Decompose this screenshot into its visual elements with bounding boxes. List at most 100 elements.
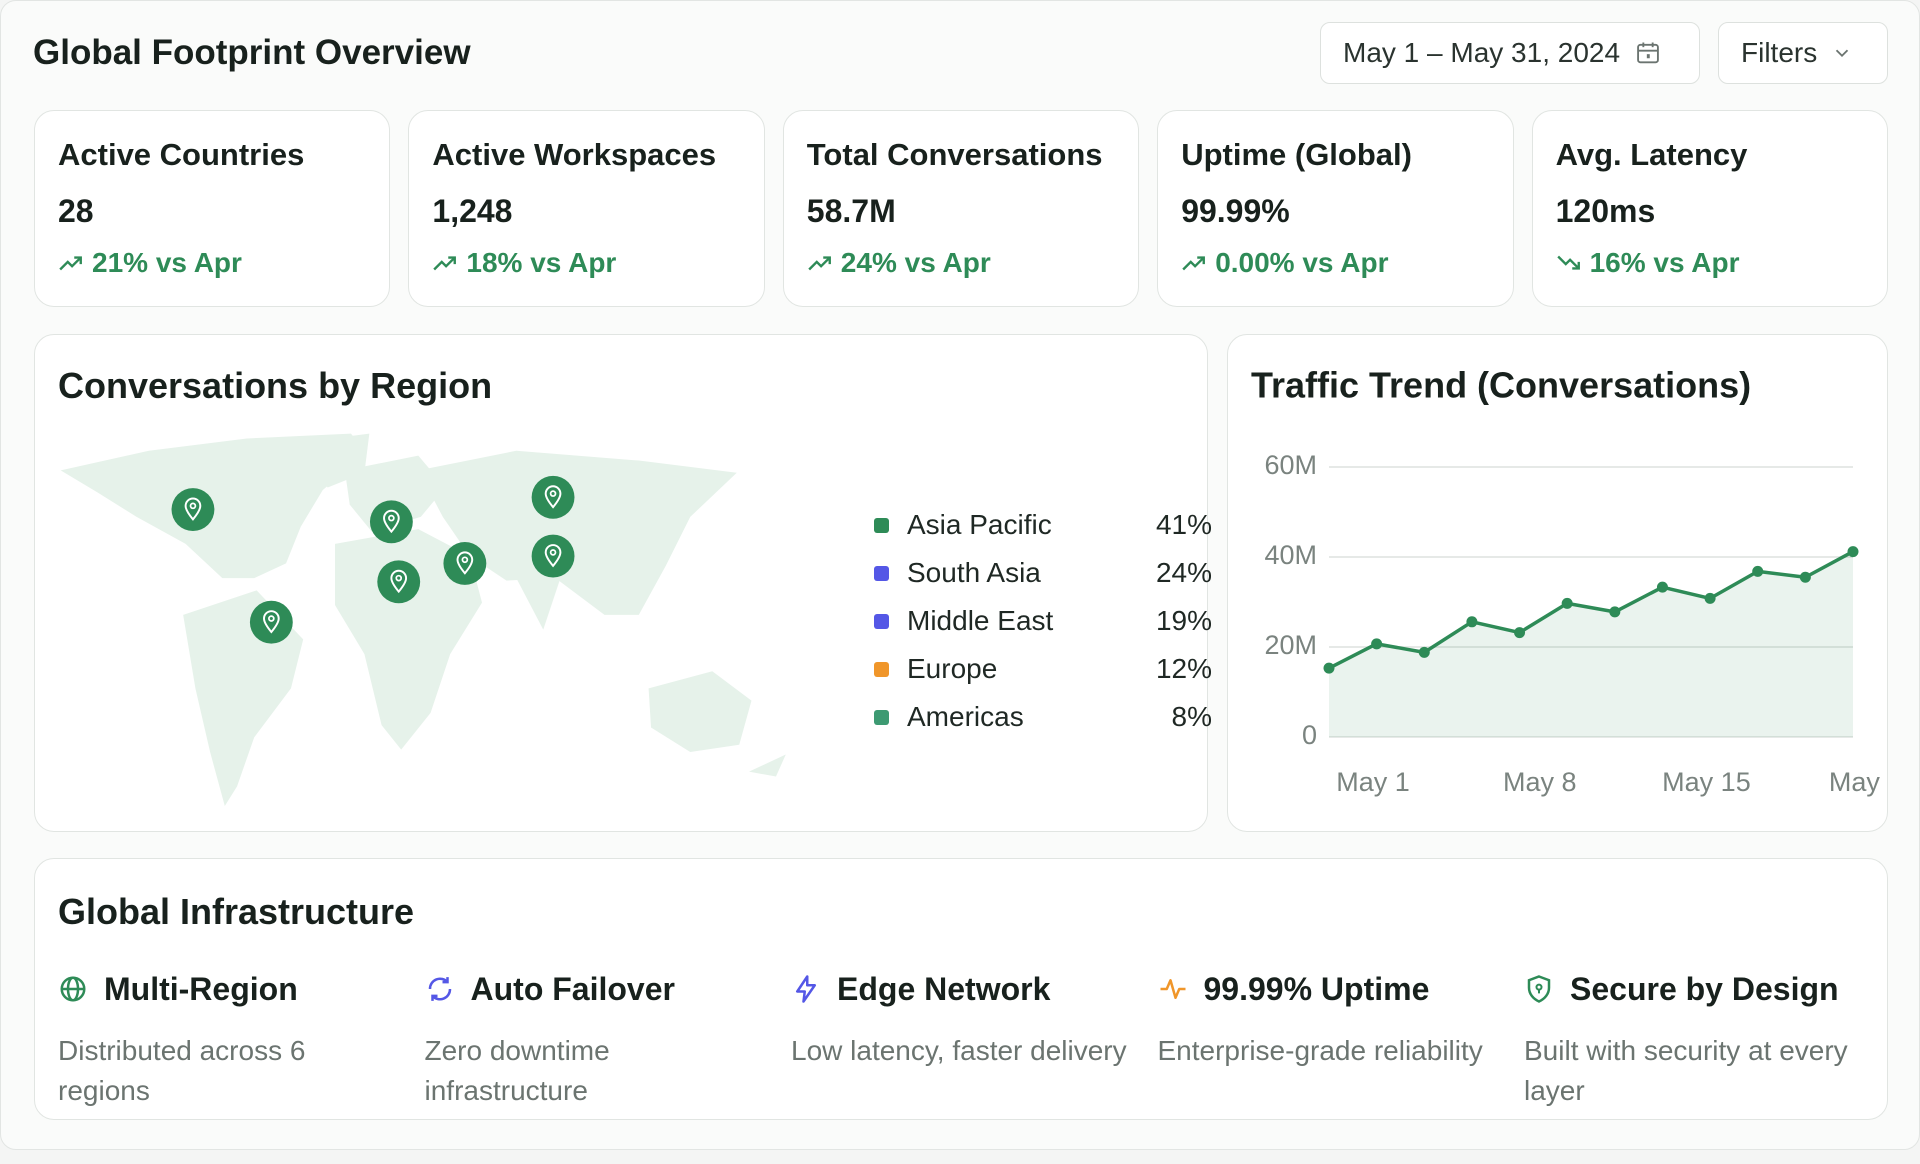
y-tick-label: 40M bbox=[1264, 540, 1317, 570]
legend-swatch bbox=[874, 565, 889, 581]
legend-share: 24% bbox=[1155, 557, 1212, 588]
icon bbox=[1527, 975, 1551, 1003]
kpi-value: 1,248 bbox=[432, 193, 513, 229]
pin-dot bbox=[461, 556, 469, 564]
kpi-card: Uptime (Global) 99.99% 0.00% vs Apr bbox=[1157, 110, 1514, 307]
pin-circle bbox=[171, 488, 215, 531]
point bbox=[1371, 638, 1383, 650]
kpi-label: Uptime (Global) bbox=[1181, 137, 1412, 172]
kpi-card: Total Conversations 58.7M 24% vs Apr bbox=[782, 110, 1140, 307]
filters-label: Filters bbox=[1741, 37, 1818, 68]
kpi-label: Avg. Latency bbox=[1555, 137, 1748, 172]
region-title: Conversations by Region bbox=[58, 365, 493, 406]
chart-title: Traffic Trend (Conversations) bbox=[1251, 365, 1751, 406]
region-legend: Asia Pacific 41% South Asia 24% Middle East 1… bbox=[874, 505, 1212, 745]
legend-item: Asia Pacific 41% bbox=[874, 505, 1212, 545]
map-pin bbox=[377, 560, 421, 604]
trend-chart: Traffic Trend (Conversations) 0 20M 40M 60M… bbox=[1251, 365, 1887, 798]
infra-heading: 99.99% Uptime bbox=[1158, 967, 1498, 1011]
legend-name: Asia Pacific bbox=[907, 509, 1052, 540]
pins bbox=[171, 475, 575, 644]
kpi-value: 120ms bbox=[1555, 193, 1656, 229]
infra-title: 99.99% Uptime bbox=[1203, 970, 1430, 1007]
point bbox=[1323, 662, 1335, 674]
calendar-icon bbox=[1637, 42, 1659, 64]
pin-icon bbox=[544, 544, 562, 568]
infra-heading: Multi-Region bbox=[58, 967, 398, 1011]
point bbox=[1847, 546, 1859, 558]
trend-panel: Traffic Trend (Conversations) 0 20M 40M 60M… bbox=[1227, 334, 1888, 832]
infra-item: 99.99% Uptime Enterprise-grade reliabilit… bbox=[1158, 967, 1498, 1071]
legend-name: Europe bbox=[907, 653, 998, 684]
trend-up-icon bbox=[808, 256, 831, 271]
point bbox=[1704, 592, 1716, 604]
y-tick-label: 0 bbox=[1302, 720, 1317, 750]
map-pin bbox=[369, 500, 413, 544]
point bbox=[1752, 565, 1764, 577]
area bbox=[1329, 551, 1853, 737]
icon bbox=[796, 975, 816, 1003]
icon bbox=[60, 976, 86, 1002]
kpi-delta-text: 18% vs Apr bbox=[466, 247, 617, 278]
pin-circle bbox=[369, 500, 413, 544]
date-range: May 1 – May 31, 2024 bbox=[1343, 37, 1621, 68]
x-tick-label: May 15 bbox=[1662, 767, 1751, 797]
y-tick-label: 60M bbox=[1264, 450, 1317, 480]
map-pin bbox=[443, 541, 487, 585]
point bbox=[1466, 616, 1478, 628]
legend-name: South Asia bbox=[907, 557, 1041, 588]
kpi-delta-text: 21% vs Apr bbox=[92, 247, 242, 278]
pin-icon bbox=[184, 497, 202, 521]
point bbox=[1514, 627, 1526, 639]
infra-description: Zero downtime infrastructure bbox=[424, 1035, 610, 1106]
pin-icon bbox=[390, 569, 408, 594]
infra-heading: Secure by Design bbox=[1524, 967, 1864, 1011]
continents bbox=[60, 433, 786, 806]
pin-dot bbox=[388, 514, 395, 522]
kpi-delta: 16% vs Apr bbox=[1556, 247, 1740, 279]
infra-icon bbox=[1158, 974, 1188, 1004]
legend-item: South Asia 24% bbox=[874, 553, 1212, 593]
infra-description: Built with security at every layer bbox=[1524, 1035, 1848, 1106]
line bbox=[1328, 550, 1854, 670]
pin-circle bbox=[443, 541, 487, 585]
pin-icon bbox=[383, 509, 400, 534]
kpi-delta: 18% vs Apr bbox=[432, 247, 616, 279]
infra-item: Secure by Design Built with security at e… bbox=[1524, 967, 1864, 1111]
kpi-card: Active Countries 28 21% vs Apr bbox=[34, 110, 391, 307]
legend-swatch bbox=[874, 517, 889, 533]
infra-description: Enterprise-grade reliability bbox=[1157, 1035, 1483, 1066]
infra-item: Multi-Region Distributed across 6 regions bbox=[58, 967, 398, 1111]
kpi-label: Active Workspaces bbox=[432, 137, 717, 172]
pin-icon bbox=[263, 610, 280, 634]
trend-up-icon bbox=[59, 256, 82, 271]
icon bbox=[1160, 979, 1185, 999]
point bbox=[1561, 597, 1573, 609]
pin-dot bbox=[395, 574, 403, 582]
kpi-delta-text: 16% vs Apr bbox=[1589, 247, 1740, 278]
x-tick-label: May 8 bbox=[1503, 767, 1577, 797]
infra-heading: Auto Failover bbox=[425, 967, 765, 1011]
pin-dot bbox=[189, 502, 197, 510]
icon bbox=[428, 977, 451, 1001]
kpi-value: 58.7M bbox=[806, 193, 896, 229]
x-tick-label: May 1 bbox=[1336, 767, 1410, 797]
legend-item: Europe 12% bbox=[874, 649, 1212, 689]
trend-up-icon bbox=[433, 256, 457, 271]
map-pin bbox=[531, 475, 575, 519]
legend-item: Middle East 19% bbox=[874, 601, 1212, 641]
filters-button[interactable]: Filters bbox=[1718, 22, 1888, 84]
y-tick-label: 20M bbox=[1264, 630, 1317, 660]
infra-item: Edge Network Low latency, faster delivery bbox=[791, 967, 1131, 1071]
point bbox=[1799, 571, 1811, 583]
infra-description: Distributed across 6 regions bbox=[58, 1035, 306, 1106]
pin-dot bbox=[549, 549, 557, 556]
kpi-delta-text: 0.00% vs Apr bbox=[1215, 247, 1389, 278]
legend-item: Americas 8% bbox=[874, 697, 1212, 737]
map-pin bbox=[171, 488, 215, 531]
date-picker[interactable]: May 1 – May 31, 2024 bbox=[1320, 22, 1700, 84]
x-tick-label: May 22 bbox=[1829, 767, 1887, 797]
legend-swatch bbox=[874, 709, 889, 725]
